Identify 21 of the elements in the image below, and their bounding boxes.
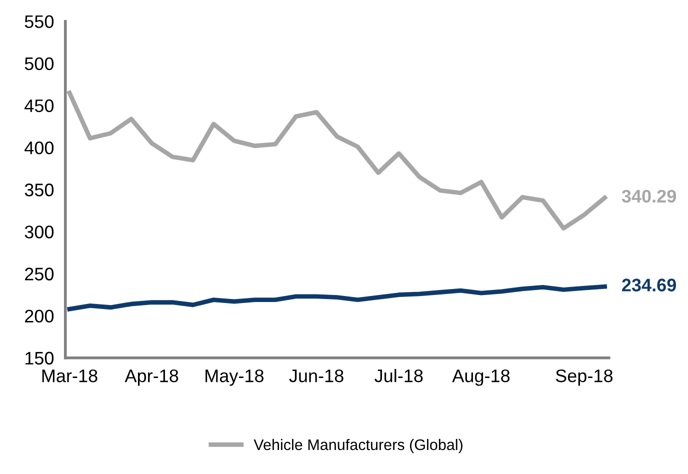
y-tick-label: 200 xyxy=(25,310,54,323)
x-tick-label: Sep-18 xyxy=(556,369,612,386)
x-tick-label: Mar-18 xyxy=(42,369,98,382)
data-label: 340.29 xyxy=(622,190,676,203)
x-tick-label: Jun-18 xyxy=(289,369,344,382)
x-tick-label: Aug-18 xyxy=(452,369,510,386)
y-tick-label: 350 xyxy=(24,184,54,196)
y-tick-label: 400 xyxy=(24,141,54,154)
y-tick-label: 550 xyxy=(24,15,54,28)
y-tick-label: 450 xyxy=(24,99,54,112)
legend-label: Vehicle Manufacturers (Global) xyxy=(254,438,462,454)
y-tick-label: 150 xyxy=(26,352,54,365)
x-tick-label: Jul-18 xyxy=(374,368,423,382)
y-tick-label: 300 xyxy=(24,226,54,238)
line-series xyxy=(67,90,607,231)
x-tick-label: Apr-18 xyxy=(124,369,178,386)
x-tick-label: May-18 xyxy=(206,369,264,386)
y-tick-label: 250 xyxy=(25,268,54,280)
y-tick-label: 500 xyxy=(24,57,54,70)
data-label: 234.69 xyxy=(622,278,676,292)
line-series xyxy=(67,284,607,312)
